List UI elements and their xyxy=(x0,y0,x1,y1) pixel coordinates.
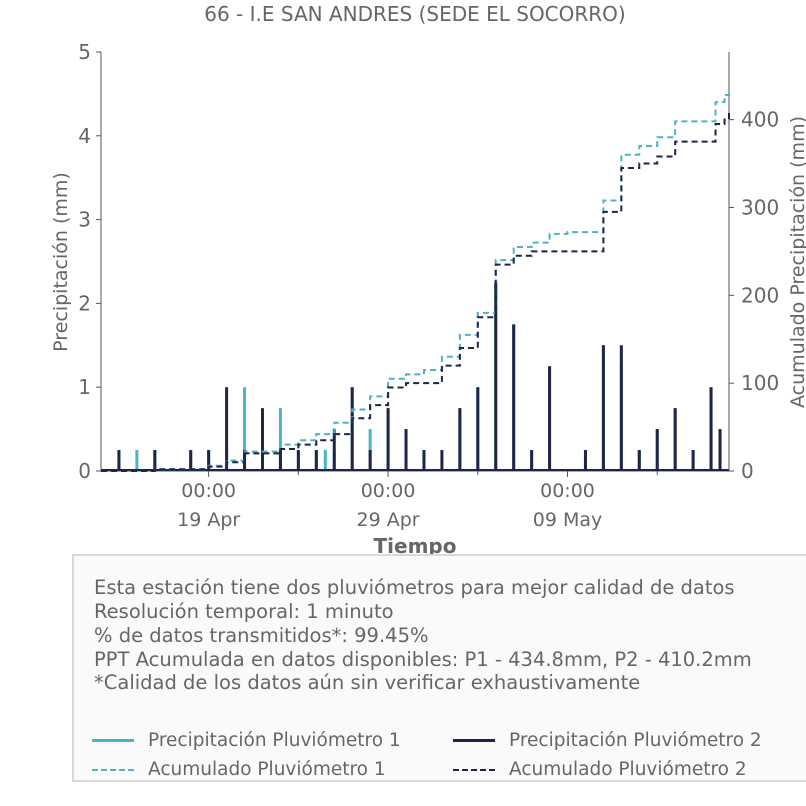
y-left-tick-label: 3 xyxy=(78,208,91,232)
info-text-stations: Esta estación tiene dos pluviómetros par… xyxy=(94,576,735,599)
info-text-accumulated: PPT Acumulada en datos disponibles: P1 -… xyxy=(94,648,752,671)
right-axis: 0 100 200 300 400 xyxy=(728,52,779,483)
y-right-tick-label: 0 xyxy=(741,459,754,483)
legend-label: Acumulado Pluviómetro 2 xyxy=(509,759,747,780)
x-tick-time: 00:00 xyxy=(181,480,236,502)
x-tick-date: 09 May xyxy=(533,509,603,531)
y-right-tick-label: 400 xyxy=(741,108,779,132)
info-text-resolution: Resolución temporal: 1 minuto xyxy=(94,600,394,623)
y-right-tick-label: 300 xyxy=(741,195,779,219)
info-text-quality: *Calidad de los datos aún sin verificar … xyxy=(94,671,641,694)
series-2 xyxy=(101,282,729,471)
series-3 xyxy=(101,88,730,472)
info-text-transmitted: % de datos transmitidos*: 99.45% xyxy=(94,624,429,647)
legend-swatch-icon xyxy=(453,768,495,771)
y-left-tick-label: 0 xyxy=(78,459,91,483)
legend-item-accum-p1: Acumulado Pluviómetro 1 xyxy=(92,759,386,780)
y-left-tick-label: 1 xyxy=(78,375,91,399)
legend-item-accum-p2: Acumulado Pluviómetro 2 xyxy=(453,759,747,780)
y-right-tick-label: 100 xyxy=(741,371,779,395)
x-tick-date: 29 Apr xyxy=(357,509,420,531)
x-axis: 00:00 19 Apr 00:00 29 Apr 00:00 09 May xyxy=(101,470,729,531)
legend-item-precip-p2: Precipitación Pluviómetro 2 xyxy=(453,730,762,751)
x-tick-time: 00:00 xyxy=(540,480,595,502)
accumulated-line xyxy=(101,110,730,472)
legend-item-precip-p1: Precipitación Pluviómetro 1 xyxy=(92,730,401,751)
y-left-tick-label: 4 xyxy=(78,124,91,148)
y-axis-left-label: Precipitación (mm) xyxy=(50,172,72,352)
y-axis-right-label: Acumulado Precipitación (mm) xyxy=(787,116,806,408)
legend-label: Precipitación Pluviómetro 1 xyxy=(148,730,401,751)
series-1 xyxy=(101,282,729,471)
legend-label: Acumulado Pluviómetro 1 xyxy=(148,759,386,780)
legend-label: Precipitación Pluviómetro 2 xyxy=(509,730,762,751)
chart-title: 66 - I.E SAN ANDRES (SEDE EL SOCORRO) xyxy=(204,2,625,26)
left-axis: 0 1 2 3 4 5 xyxy=(78,40,102,483)
y-left-tick-label: 2 xyxy=(78,291,91,315)
legend-swatch-icon xyxy=(92,739,134,742)
y-left-tick-label: 5 xyxy=(78,40,91,64)
rainfall-chart: 66 - I.E SAN ANDRES (SEDE EL SOCORRO) 0 1… xyxy=(50,2,806,558)
legend-swatch-icon xyxy=(453,739,495,742)
station-info-box: Esta estación tiene dos pluviómetros par… xyxy=(72,554,806,782)
legend-swatch-icon xyxy=(92,768,134,771)
y-right-tick-label: 200 xyxy=(741,283,779,307)
series-4 xyxy=(101,110,730,472)
x-tick-time: 00:00 xyxy=(361,480,416,502)
plot-area xyxy=(101,88,730,472)
x-tick-date: 19 Apr xyxy=(177,509,240,531)
accumulated-line xyxy=(101,88,730,472)
